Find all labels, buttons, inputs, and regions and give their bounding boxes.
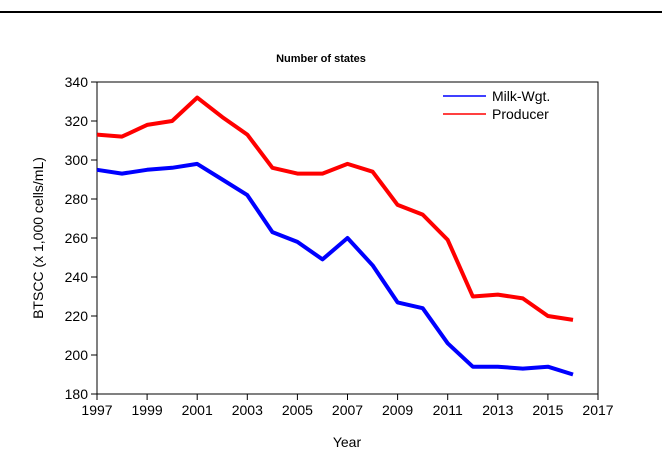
x-tick-label: 2007: [332, 402, 363, 418]
x-tick-label: 2005: [282, 402, 313, 418]
y-tick-label: 180: [65, 386, 89, 402]
x-tick-label: 2013: [482, 402, 513, 418]
y-tick-label: 220: [65, 308, 89, 324]
y-tick-label: 200: [65, 347, 89, 363]
x-tick-label: 2017: [582, 402, 613, 418]
x-tick-label: 2001: [182, 402, 213, 418]
x-tick-label: 1997: [81, 402, 112, 418]
y-tick-label: 260: [65, 230, 89, 246]
legend-label: Milk-Wgt.: [492, 88, 550, 104]
series-line-milk-wgt: [96, 161, 574, 377]
series-line-producer: [96, 95, 574, 322]
legend: Milk-Wgt. Producer: [443, 88, 550, 122]
x-tick-label: 2015: [532, 402, 563, 418]
x-tick-label: 2003: [232, 402, 263, 418]
y-axis-title: BTSCC (x 1,000 cells/mL): [30, 157, 46, 319]
x-tick-label: 2011: [433, 402, 463, 418]
y-tick-label: 320: [65, 113, 89, 129]
chart-title: Number of states: [276, 53, 366, 65]
x-tick-label: 2009: [382, 402, 413, 418]
x-tick-label: 1999: [132, 402, 163, 418]
y-tick-label: 300: [65, 152, 89, 168]
legend-label: Producer: [492, 106, 549, 122]
top-divider-line: [0, 11, 662, 13]
y-tick-label: 240: [65, 269, 89, 285]
series-lines: [96, 95, 574, 377]
y-tick-label: 340: [65, 74, 89, 90]
y-axis: 180 200 220 240 260 280 300 320 340: [65, 74, 97, 402]
y-tick-label: 280: [65, 191, 89, 207]
x-axis-title: Year: [333, 434, 362, 450]
x-axis: 1997 1999 2001 2003 2005 2007 2009 2011 2013 2015…: [81, 394, 614, 418]
